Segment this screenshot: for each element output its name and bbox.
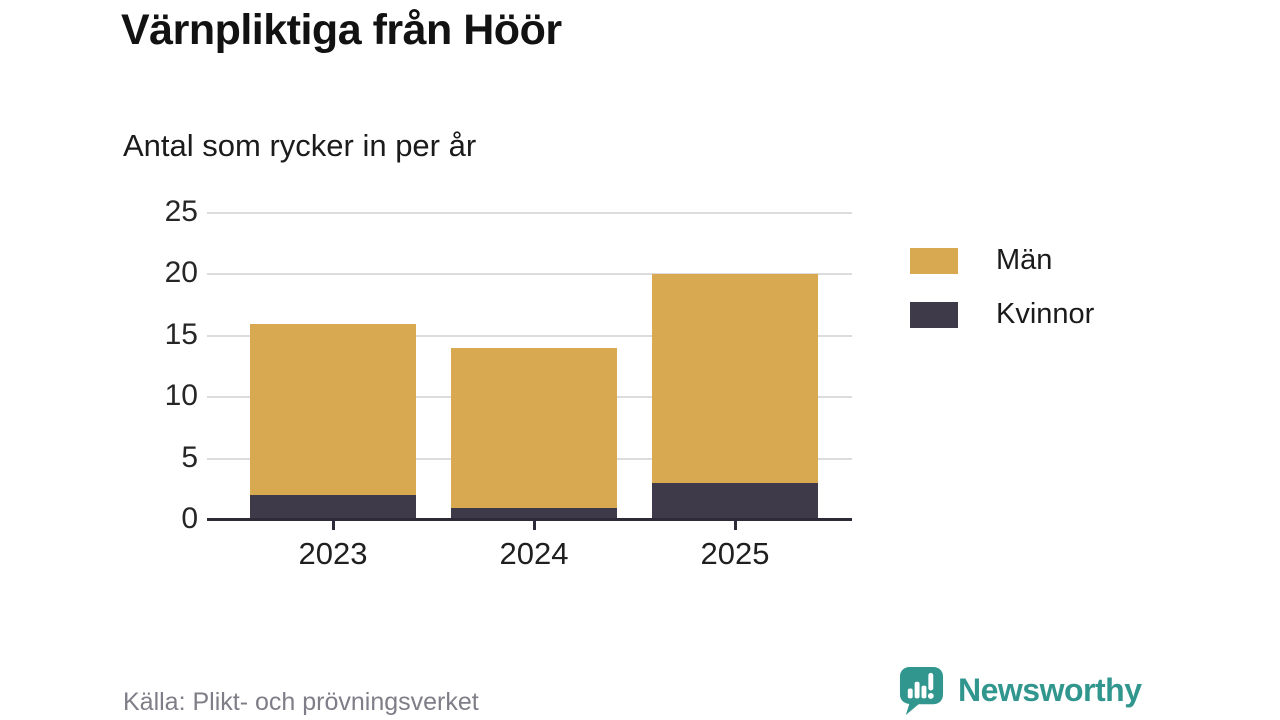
source-text: Källa: Plikt- och prövningsverket [123, 688, 479, 716]
y-tick-label-25: 25 [164, 194, 198, 228]
brand-name: Newsworthy [958, 672, 1142, 708]
y-tick-label-0: 0 [181, 501, 198, 535]
y-tick-label-15: 15 [164, 317, 198, 351]
gridline-15 [207, 334, 852, 337]
legend: Män Kvinnor [910, 244, 1094, 352]
chart-title: Värnpliktiga från Höör [121, 6, 562, 54]
bar-2025-män [652, 274, 818, 484]
legend-label-kvinnor: Kvinnor [996, 298, 1095, 330]
legend-swatch-kvinnor [910, 301, 958, 328]
x-axis-label-2025: 2025 [700, 536, 770, 571]
x-axis-label-2024: 2024 [499, 536, 569, 571]
y-tick-label-5: 5 [181, 440, 198, 474]
newsworthy-icon [898, 665, 945, 720]
gridline-20 [207, 273, 852, 276]
legend-item-män: Män [910, 244, 1094, 277]
x-axis-line [207, 518, 852, 521]
brand-logo: Newsworthy [898, 665, 1142, 720]
legend-label-män: Män [996, 244, 1053, 276]
y-axis-labels: 0 5 10 15 20 25 [140, 195, 198, 535]
y-tick-label-10: 10 [164, 379, 198, 413]
bar-2024-kvinnor [451, 507, 617, 520]
x-axis-label-2023: 2023 [298, 536, 368, 571]
legend-swatch-män [910, 247, 958, 274]
bar-2024-män [451, 348, 617, 508]
x-tick-2023 [331, 521, 335, 530]
bar-2025-kvinnor [652, 483, 818, 520]
plot-area: 2023 2024 2025 [207, 212, 852, 571]
gridline-25 [207, 212, 852, 214]
x-tick-2025 [733, 521, 737, 530]
chart-subtitle: Antal som rycker in per år [123, 128, 477, 163]
legend-item-kvinnor: Kvinnor [910, 298, 1094, 331]
x-tick-2024 [532, 521, 536, 530]
bar-2023-män [250, 323, 416, 496]
y-tick-label-20: 20 [164, 256, 198, 290]
bar-2023-kvinnor [250, 495, 416, 520]
